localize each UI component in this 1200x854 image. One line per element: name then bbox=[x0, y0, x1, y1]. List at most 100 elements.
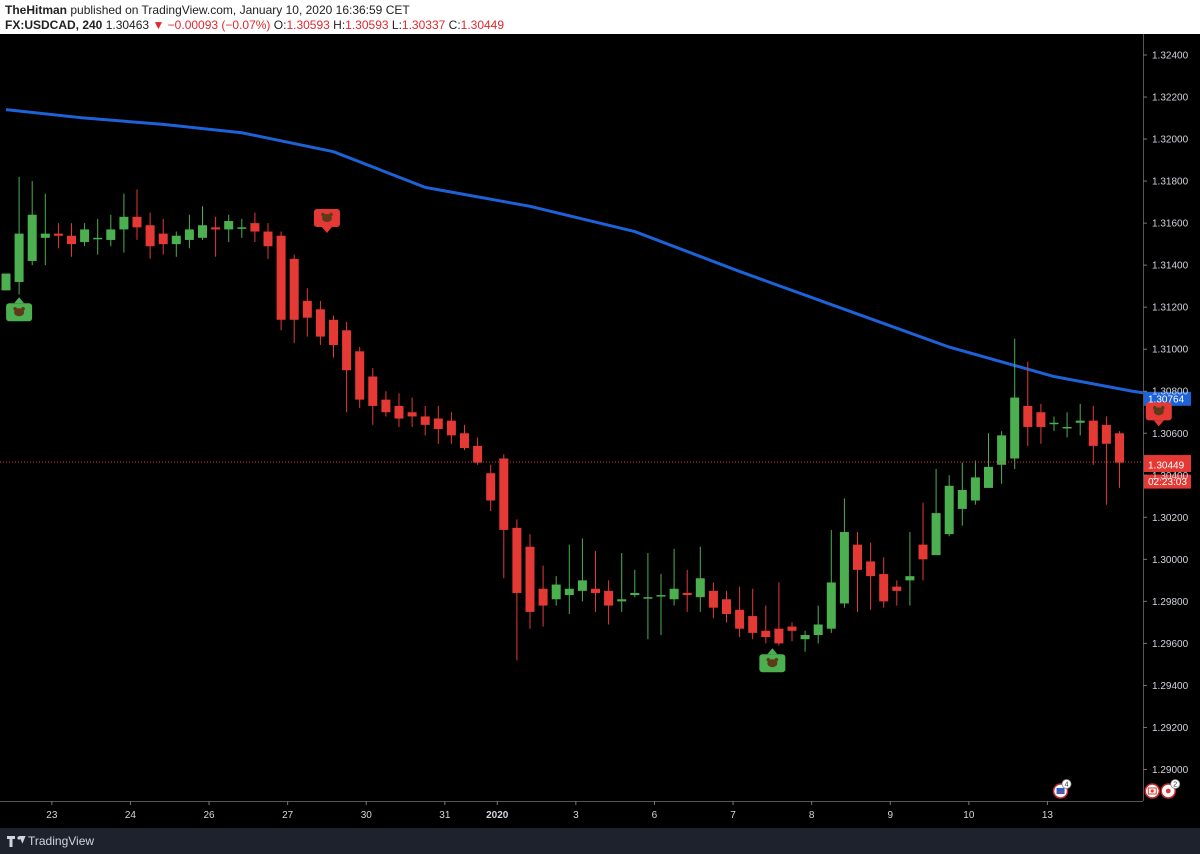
candle bbox=[198, 206, 207, 240]
candle bbox=[67, 223, 76, 257]
price-tick-label: 1.32400 bbox=[1152, 51, 1189, 62]
price-tick-label: 1.29600 bbox=[1152, 639, 1189, 650]
candle bbox=[302, 288, 312, 337]
candle bbox=[420, 405, 430, 436]
candle-body bbox=[355, 351, 365, 400]
candle-body bbox=[577, 580, 587, 591]
bear-face bbox=[14, 308, 25, 317]
signal-pointer bbox=[321, 227, 332, 234]
tradingview-logo-icon[interactable] bbox=[6, 833, 26, 849]
candle bbox=[499, 454, 509, 579]
candle bbox=[551, 576, 561, 606]
candle bbox=[669, 548, 679, 606]
candle-body bbox=[93, 237, 103, 240]
candle-body bbox=[289, 258, 299, 320]
bear-face bbox=[1153, 407, 1164, 416]
candle bbox=[564, 544, 574, 614]
economic-event-icon[interactable]: 2 bbox=[1144, 779, 1181, 799]
candle-body bbox=[407, 412, 417, 417]
candle bbox=[368, 368, 378, 425]
economic-event-icon[interactable]: 4 bbox=[1052, 779, 1072, 799]
price-tick-label: 1.31200 bbox=[1152, 303, 1189, 314]
candle-body bbox=[748, 616, 758, 633]
candle bbox=[643, 553, 653, 640]
candle bbox=[512, 519, 522, 661]
price-axis-badge: 1.30449 bbox=[1144, 457, 1191, 472]
moving-average-line bbox=[5, 108, 1186, 401]
candle-body bbox=[132, 216, 142, 228]
candle-body bbox=[970, 477, 980, 501]
candle-body bbox=[774, 628, 784, 644]
candle bbox=[473, 437, 483, 465]
high-label: H: bbox=[333, 18, 346, 32]
candle-body bbox=[80, 229, 90, 243]
candle-body bbox=[1036, 412, 1046, 427]
candle-body bbox=[761, 630, 771, 638]
candle bbox=[944, 475, 954, 537]
bear-signal-icon[interactable] bbox=[1145, 402, 1172, 427]
candle-body bbox=[1101, 424, 1111, 444]
candle bbox=[761, 605, 771, 644]
candle bbox=[119, 193, 129, 253]
candle bbox=[276, 231, 286, 331]
candle-body bbox=[682, 592, 692, 596]
candle bbox=[394, 393, 404, 427]
candle bbox=[591, 550, 600, 612]
candle-body bbox=[315, 309, 325, 337]
candle bbox=[1036, 403, 1046, 444]
candle bbox=[1010, 338, 1020, 469]
candle-body bbox=[1075, 420, 1085, 423]
time-tick-label: 3 bbox=[573, 810, 579, 821]
candle-body bbox=[53, 233, 63, 236]
bear-ear bbox=[774, 657, 779, 662]
time-tick-label: 7 bbox=[730, 810, 736, 821]
time-tick-label: 10 bbox=[963, 810, 975, 821]
candle bbox=[748, 588, 758, 640]
candle bbox=[237, 218, 247, 238]
candle bbox=[446, 412, 456, 444]
candle bbox=[211, 216, 221, 257]
candle bbox=[158, 218, 168, 255]
candle-body bbox=[433, 418, 443, 430]
candle-body bbox=[997, 435, 1007, 465]
candle-body bbox=[263, 231, 273, 247]
symbol-label[interactable]: FX:USDCAD, 240 bbox=[5, 18, 103, 32]
candle bbox=[525, 534, 535, 629]
candle-body bbox=[158, 233, 168, 245]
candle bbox=[617, 553, 627, 612]
price-badge-bg bbox=[1144, 474, 1191, 489]
price-tick-label: 1.31600 bbox=[1152, 219, 1189, 230]
candle-body bbox=[237, 227, 247, 229]
time-tick-label: 26 bbox=[203, 810, 215, 821]
bull-signal-icon[interactable] bbox=[6, 297, 33, 322]
candle-body bbox=[879, 574, 889, 602]
candle bbox=[184, 214, 194, 249]
bull-signal-icon[interactable] bbox=[759, 648, 786, 673]
candle-body bbox=[839, 532, 849, 604]
candle bbox=[250, 212, 260, 243]
bear-signal-icon[interactable] bbox=[313, 209, 340, 234]
author-name[interactable]: TheHitman bbox=[5, 3, 68, 17]
candle-body bbox=[826, 582, 836, 629]
candle-body bbox=[224, 221, 234, 230]
candle bbox=[1088, 405, 1098, 465]
candle bbox=[813, 605, 823, 644]
candle-body bbox=[276, 235, 286, 320]
bear-face bbox=[767, 659, 778, 668]
brand-label[interactable]: TradingView bbox=[28, 834, 95, 848]
low-value: 1.30337 bbox=[401, 18, 446, 32]
publish-info: TheHitman published on TradingView.com, … bbox=[5, 3, 410, 17]
time-tick-label: 6 bbox=[652, 810, 658, 821]
candle-body bbox=[918, 544, 928, 560]
time-tick-label: 27 bbox=[282, 810, 294, 821]
candle-body bbox=[656, 595, 666, 597]
candle-body bbox=[368, 376, 378, 406]
time-tick-label: 31 bbox=[439, 810, 451, 821]
candle bbox=[604, 580, 614, 625]
price-tick-label: 1.31400 bbox=[1152, 261, 1189, 272]
candle-body bbox=[420, 416, 430, 425]
candle-body bbox=[931, 513, 941, 556]
candle bbox=[695, 546, 705, 612]
maple-leaf-icon bbox=[1150, 789, 1154, 793]
